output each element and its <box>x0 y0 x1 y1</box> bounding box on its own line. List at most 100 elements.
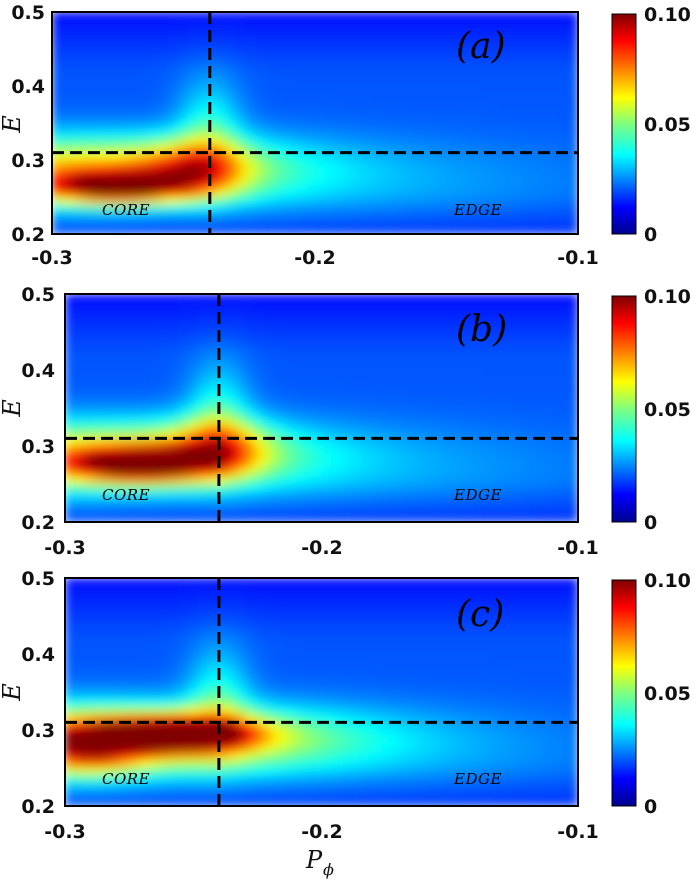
heatmap-cell-b <box>311 301 322 310</box>
heatmap-cell-a <box>392 196 404 205</box>
heatmap-cell-c <box>482 623 493 632</box>
heatmap-cell-b <box>482 346 493 356</box>
heatmap-cell-a <box>71 12 82 20</box>
heatmap-cell-a <box>246 41 257 50</box>
heatmap-cell-b <box>178 460 189 470</box>
heatmap-cell-c <box>387 578 398 587</box>
heatmap-cell-c <box>83 653 94 663</box>
heatmap-cell-a <box>295 107 306 117</box>
heatmap-cell-a <box>52 166 63 176</box>
heatmap-cell-a <box>411 100 423 109</box>
heatmap-cell-b <box>416 346 427 356</box>
heatmap-cell-b <box>549 453 560 462</box>
heatmap-cell-b <box>463 354 474 363</box>
heatmap-cell-c <box>102 676 113 685</box>
heatmap-cell-c <box>454 600 465 609</box>
heatmap-cell-c <box>321 683 332 693</box>
heatmap-cell-b <box>368 331 379 341</box>
heatmap-cell-b <box>463 316 474 325</box>
region-core-label-b: CORE <box>102 486 150 504</box>
heatmap-cell-a <box>528 122 540 131</box>
heatmap-cell-a <box>499 70 511 80</box>
heatmap-cell-a <box>372 159 384 168</box>
heatmap-cell-a <box>71 100 82 109</box>
heatmap-cell-c <box>340 578 351 587</box>
heatmap-cell-b <box>283 513 294 522</box>
heatmap-cell-a <box>519 92 530 102</box>
heatmap-cell-c <box>482 592 493 602</box>
heatmap-cell-b <box>501 339 512 348</box>
heatmap-cell-c <box>74 767 85 777</box>
heatmap-cell-b <box>207 316 218 325</box>
heatmap-cell-a <box>324 189 335 198</box>
heatmap-cell-c <box>482 782 493 792</box>
heatmap-cell-a <box>109 55 121 65</box>
heatmap-cell-b <box>216 361 227 371</box>
heatmap-cell-c <box>65 797 75 806</box>
heatmap-cell-a <box>334 159 345 168</box>
heatmap-cell-a <box>207 226 219 234</box>
heatmap-cell-b <box>169 430 180 439</box>
heatmap-cell-b <box>226 422 237 432</box>
heatmap-cell-b <box>387 422 398 432</box>
heatmap-cell-a <box>363 166 374 176</box>
heatmap-cell-b <box>501 301 512 310</box>
heatmap-cell-b <box>492 301 503 310</box>
heatmap-cell-c <box>93 592 104 602</box>
heatmap-cell-b <box>188 384 199 394</box>
heatmap-cell-a <box>90 33 102 43</box>
heatmap-cell-c <box>150 691 161 701</box>
heatmap-cell-c <box>235 683 246 693</box>
heatmap-cell-b <box>83 377 94 386</box>
heatmap-cell-b <box>159 491 170 500</box>
heatmap-cell-c <box>102 721 113 731</box>
heatmap-cell-c <box>178 645 189 655</box>
heatmap-cell-a <box>314 78 326 87</box>
colorbar-c <box>611 579 637 807</box>
heatmap-cell-c <box>463 714 474 723</box>
heatmap-cell-a <box>480 85 491 94</box>
heatmap-cell-b <box>416 453 427 462</box>
heatmap-cell-b <box>330 468 341 477</box>
heatmap-cell-b <box>387 294 398 303</box>
heatmap-cell-b <box>93 331 104 341</box>
heatmap-cell-a <box>411 189 423 198</box>
heatmap-cell-b <box>169 445 180 455</box>
heatmap-cell-b <box>368 339 379 348</box>
heatmap-cell-a <box>168 107 180 117</box>
heatmap-cell-a <box>285 33 296 43</box>
heatmap-cell-c <box>112 706 123 716</box>
heatmap-cell-a <box>528 174 540 183</box>
heatmap-cell-a <box>567 196 578 205</box>
heatmap-cell-b <box>435 513 446 522</box>
heatmap-cell-c <box>197 630 208 640</box>
heatmap-cell-a <box>450 166 462 176</box>
heatmap-cell-a <box>246 33 257 43</box>
heatmap-cell-c <box>273 600 284 609</box>
heatmap-cell-a <box>411 218 423 228</box>
heatmap-cell-b <box>150 437 161 447</box>
heatmap-cell-a <box>431 48 443 57</box>
heatmap-cell-a <box>129 137 141 146</box>
heatmap-cell-a <box>285 181 296 191</box>
heatmap-cell-b <box>425 354 436 363</box>
heatmap-cell-c <box>102 759 113 769</box>
heatmap-cell-b <box>131 392 142 401</box>
heatmap-cell-a <box>402 122 413 131</box>
heatmap-cell-b <box>178 369 189 379</box>
heatmap-cell-a <box>402 107 413 117</box>
heatmap-cell-c <box>501 744 512 754</box>
heatmap-cell-a <box>226 70 238 80</box>
heatmap-cell-c <box>368 600 379 609</box>
heatmap-cell-b <box>93 323 104 333</box>
heatmap-cell-c <box>112 676 123 685</box>
heatmap-cell-c <box>245 661 256 670</box>
heatmap-cell-c <box>387 790 398 799</box>
heatmap-cell-b <box>359 415 370 424</box>
y-tick-b-0: 0.5 <box>21 284 55 306</box>
heatmap-cell-a <box>480 152 491 161</box>
heatmap-cell-c <box>558 706 569 716</box>
heatmap-cell-c <box>292 744 303 754</box>
heatmap-cell-a <box>207 107 219 117</box>
heatmap-cell-a <box>431 26 443 35</box>
